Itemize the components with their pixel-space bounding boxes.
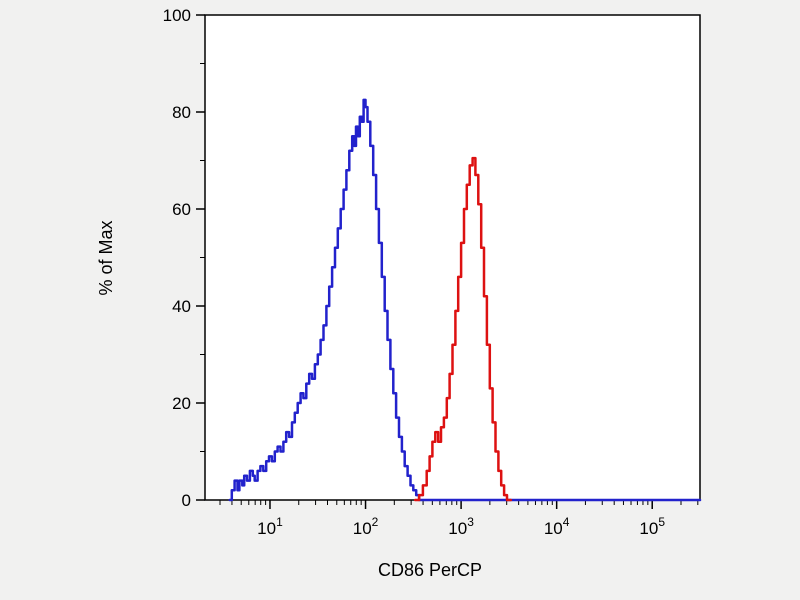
blue-histogram-curve bbox=[228, 98, 702, 502]
x-tick-label: 101 bbox=[257, 515, 283, 538]
y-tick-label: 20 bbox=[172, 394, 191, 413]
x-tick-label: 102 bbox=[353, 515, 379, 538]
y-tick-label: 100 bbox=[163, 6, 191, 25]
y-tick-label: 0 bbox=[182, 491, 191, 510]
x-axis-ticks: 101 102 103 104 105 bbox=[219, 500, 699, 538]
y-axis-ticks: 0 20 40 60 80 100 bbox=[163, 6, 205, 510]
x-tick-label: 104 bbox=[544, 515, 570, 538]
red-histogram-curve bbox=[413, 156, 513, 502]
y-tick-label: 40 bbox=[172, 297, 191, 316]
y-tick-label: 60 bbox=[172, 200, 191, 219]
histogram-curves bbox=[228, 98, 702, 502]
x-tick-label: 103 bbox=[448, 515, 474, 538]
y-tick-label: 80 bbox=[172, 103, 191, 122]
plot-area bbox=[205, 15, 700, 500]
x-tick-label: 105 bbox=[639, 515, 665, 538]
x-axis-title: CD86 PerCP bbox=[378, 560, 482, 580]
y-axis-title: % of Max bbox=[96, 220, 116, 295]
